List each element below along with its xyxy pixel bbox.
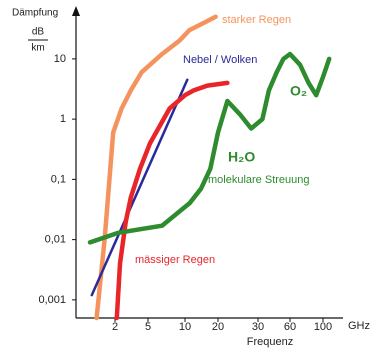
y-unit-bottom: km [31, 43, 44, 54]
annotation: molekulare Streuung [208, 174, 310, 186]
series-line [94, 14, 218, 321]
y-axis-arrow [72, 6, 80, 16]
x-tick-label: 20 [212, 321, 224, 333]
annotation: starker Regen [222, 14, 291, 26]
annotation: mässiger Regen [135, 254, 215, 266]
x-tick-label: 100 [314, 321, 332, 333]
series-line [114, 80, 230, 321]
x-label: Frequenz [247, 336, 293, 348]
annotation: H₂O [228, 149, 255, 165]
y-tick-label: 0,001 [38, 294, 66, 306]
x-tick-label: 5 [145, 321, 151, 333]
series-line [87, 51, 332, 245]
x-tick-label: 2 [112, 321, 118, 333]
annotation: Nebel / Wolken [183, 54, 257, 66]
x-tick-label: 60 [284, 321, 296, 333]
y-unit-top: dB [32, 27, 45, 38]
y-tick-label: 0,01 [45, 234, 66, 246]
y-tick-label: 10 [54, 53, 66, 65]
y-tick-label: 1 [60, 113, 66, 125]
y-label: Dämpfung [12, 8, 58, 19]
annotation: O₂ [290, 83, 307, 99]
x-tick-label: 30 [252, 321, 264, 333]
x-tick-label: 10 [179, 321, 191, 333]
x-unit: GHz [348, 320, 370, 332]
y-tick-label: 0,1 [51, 173, 66, 185]
series-line [90, 78, 189, 297]
